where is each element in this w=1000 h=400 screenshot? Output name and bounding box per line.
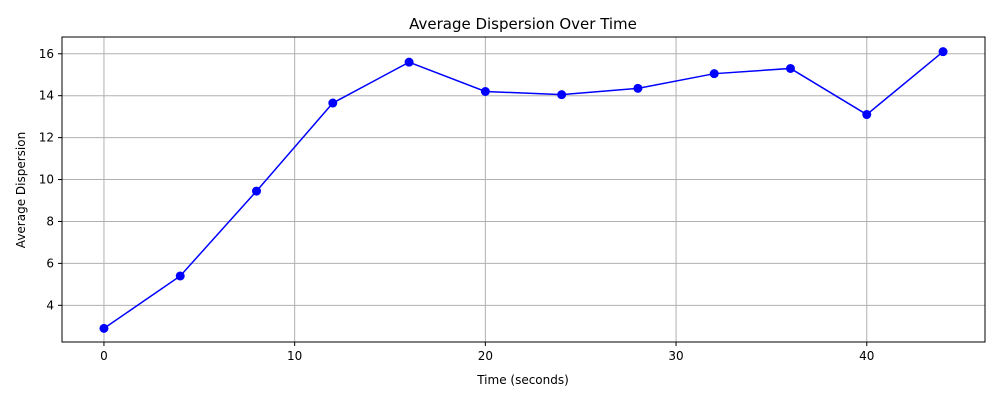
data-point — [785, 63, 795, 73]
x-tick-label: 20 — [478, 349, 493, 363]
y-tick-label: 16 — [39, 47, 54, 61]
y-tick-label: 6 — [46, 256, 54, 270]
x-axis-label: Time (seconds) — [476, 373, 569, 387]
data-point — [404, 57, 414, 67]
data-point — [99, 323, 109, 333]
x-tick-label: 40 — [859, 349, 874, 363]
x-tick-label: 0 — [100, 349, 108, 363]
y-tick-label: 8 — [46, 214, 54, 228]
data-point — [938, 47, 948, 57]
data-point — [480, 87, 490, 97]
y-tick-label: 14 — [39, 89, 54, 103]
data-point — [557, 90, 567, 100]
axis-ticks: 0 10 20 30 40 4 6 8 10 12 14 16 — [39, 47, 875, 363]
grid-lines — [62, 37, 985, 342]
x-tick-label: 10 — [287, 349, 302, 363]
data-point — [633, 83, 643, 93]
data-point — [328, 98, 338, 108]
y-tick-label: 4 — [46, 298, 54, 312]
data-point — [252, 186, 262, 196]
x-tick-label: 30 — [668, 349, 683, 363]
plot-frame — [61, 36, 986, 343]
data-point — [709, 69, 719, 79]
data-point — [175, 271, 185, 281]
series-layer — [99, 47, 948, 333]
y-axis-label: Average Dispersion — [14, 132, 28, 248]
series-line — [103, 51, 944, 329]
y-tick-label: 12 — [39, 131, 54, 145]
data-point — [862, 110, 872, 120]
y-tick-label: 10 — [39, 173, 54, 187]
chart-title: Average Dispersion Over Time — [409, 15, 637, 33]
